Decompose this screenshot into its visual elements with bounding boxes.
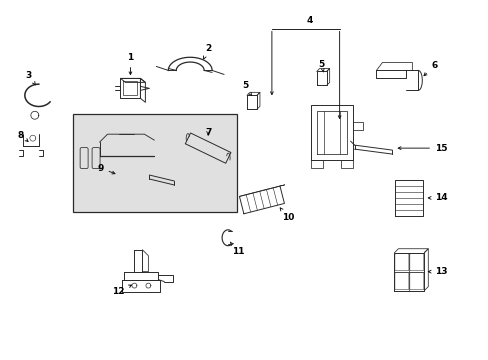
Text: 13: 13 (427, 267, 447, 276)
Text: 5: 5 (318, 60, 324, 72)
Text: 14: 14 (427, 193, 447, 202)
Bar (73, 114, 237, 212)
Text: 7: 7 (204, 128, 211, 137)
Text: 15: 15 (397, 144, 447, 153)
Text: 6: 6 (423, 61, 436, 76)
Text: 8: 8 (18, 131, 28, 141)
Text: 11: 11 (230, 242, 244, 256)
Text: 2: 2 (203, 44, 211, 59)
Text: 10: 10 (280, 208, 293, 222)
Text: 12: 12 (112, 285, 131, 296)
Text: 9: 9 (97, 163, 115, 174)
Text: 3: 3 (26, 71, 36, 85)
Text: 5: 5 (242, 81, 251, 95)
Text: 4: 4 (306, 16, 312, 25)
Text: 1: 1 (127, 53, 133, 75)
